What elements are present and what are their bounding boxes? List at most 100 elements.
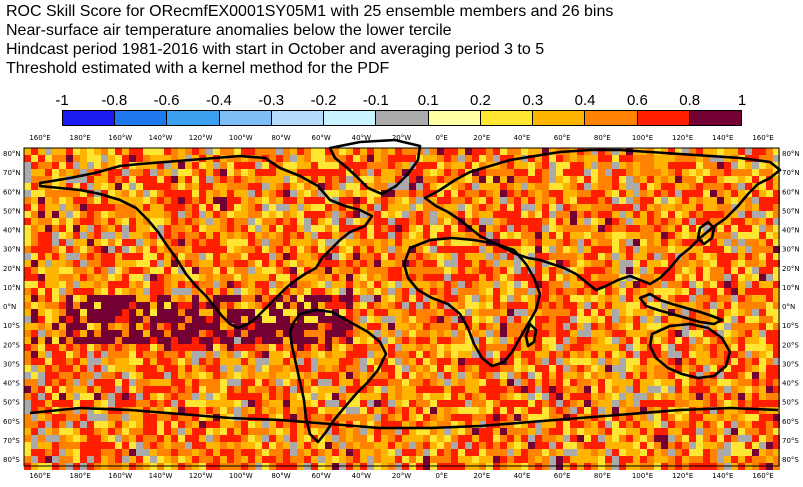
coastlines xyxy=(29,138,782,444)
lat-label-left: 40°S xyxy=(3,380,20,388)
legend-label: 0.3 xyxy=(522,92,544,109)
lon-label-top: 160°W xyxy=(108,134,132,142)
coast-north-america xyxy=(38,154,374,330)
lon-label-bottom: 140°W xyxy=(149,472,173,480)
legend-swatch xyxy=(533,111,586,125)
lat-label-right: 50°N xyxy=(782,207,800,215)
lat-label-right: 60°S xyxy=(782,418,799,426)
legend-label: -0.6 xyxy=(153,92,180,109)
legend-label: 0.8 xyxy=(679,92,701,109)
lat-label-right: 80°N xyxy=(782,150,800,158)
lat-label-left: 20°N xyxy=(3,265,21,273)
lat-label-right: 50°S xyxy=(782,399,799,407)
lat-label-right: 10°N xyxy=(782,284,800,292)
legend-swatch xyxy=(376,111,429,125)
lon-label-bottom: 20°E xyxy=(473,472,490,480)
legend-swatch xyxy=(689,111,742,125)
legend-swatch xyxy=(585,111,638,125)
lat-label-right: 20°S xyxy=(782,341,799,349)
legend-label: 1 xyxy=(737,92,747,109)
lat-label-right: 40°S xyxy=(782,380,799,388)
legend-label: -0.8 xyxy=(101,92,128,109)
colorbar xyxy=(62,110,742,126)
skill-field xyxy=(24,148,780,470)
lon-label-bottom: 40°E xyxy=(514,472,531,480)
legend-label: 0.6 xyxy=(626,92,648,109)
lat-label-left: 10°S xyxy=(3,322,20,330)
lat-label-right: 40°N xyxy=(782,227,800,235)
lat-label-right: 0°N xyxy=(782,303,795,311)
lat-label-left: 10°N xyxy=(3,284,21,292)
legend-label: -0.1 xyxy=(362,92,389,109)
coast-greenland xyxy=(328,138,422,196)
lat-label-left: 70°N xyxy=(3,169,21,177)
lon-label-top: 20°W xyxy=(392,134,411,142)
lon-label-bottom: 80°W xyxy=(271,472,290,480)
legend-labels: -1 -0.8 -0.6 -0.4 -0.3 -0.2 -0.1 0.1 0.2 0.3 0.4 0.… xyxy=(0,92,803,112)
lat-label-left: 40°N xyxy=(3,227,21,235)
lon-label-bottom: 20°W xyxy=(392,472,411,480)
lon-label-top: 100°W xyxy=(229,134,253,142)
lon-label-top: 160°E xyxy=(752,134,773,142)
lon-label-top: 180°E xyxy=(70,134,91,142)
lon-label-top: 80°E xyxy=(594,134,611,142)
lat-label-left: 30°N xyxy=(3,246,21,254)
coast-japan xyxy=(696,220,716,246)
legend-swatch xyxy=(637,111,690,125)
legend-swatch xyxy=(167,111,220,125)
lat-label-right: 10°S xyxy=(782,322,799,330)
lat-label-left: 70°S xyxy=(3,437,20,445)
coast-south-america xyxy=(288,308,388,444)
lat-label-left: 50°N xyxy=(3,207,21,215)
legend-swatch xyxy=(115,111,168,125)
lon-label-bottom: 0°E xyxy=(435,472,447,480)
lat-label-right: 30°N xyxy=(782,246,800,254)
legend-swatch xyxy=(480,111,534,125)
legend-swatch xyxy=(219,111,272,125)
lon-label-bottom: 40°W xyxy=(352,472,371,480)
lon-label-bottom: 160°E xyxy=(752,472,773,480)
lon-label-top: 20°E xyxy=(473,134,490,142)
coast-madagascar xyxy=(524,322,538,348)
lat-label-right: 80°S xyxy=(782,456,799,464)
lat-label-left: 80°S xyxy=(3,456,20,464)
lon-label-bottom: 100°E xyxy=(632,472,653,480)
coast-australia xyxy=(648,322,732,380)
lon-label-top: 60°E xyxy=(554,134,571,142)
lon-label-top: 140°W xyxy=(149,134,173,142)
lat-label-left: 50°S xyxy=(3,399,20,407)
lon-label-top: 140°E xyxy=(712,134,733,142)
coast-europe-asia xyxy=(423,148,782,292)
legend-label: 0.1 xyxy=(417,92,439,109)
legend-swatch xyxy=(428,111,481,125)
lon-label-top: 60°W xyxy=(311,134,330,142)
lon-label-top: 0°E xyxy=(435,134,447,142)
lat-label-left: 60°S xyxy=(3,418,20,426)
title-line-1: ROC Skill Score for ORecmfEX0001SY05M1 w… xyxy=(6,3,614,20)
lat-label-right: 70°N xyxy=(782,169,800,177)
coast-maritime-se-asia xyxy=(638,292,724,326)
legend-label: 0.4 xyxy=(574,92,596,109)
lon-label-top: 120°E xyxy=(672,134,693,142)
legend-label: 0.2 xyxy=(470,92,491,109)
lon-label-bottom: 160°E xyxy=(29,472,50,480)
title-line-4: Threshold estimated with a kernel method… xyxy=(6,60,390,77)
lat-label-right: 60°N xyxy=(782,188,800,196)
lat-label-left: 30°S xyxy=(3,360,20,368)
lat-label-right: 30°S xyxy=(782,360,799,368)
lat-label-right: 70°S xyxy=(782,437,799,445)
axis-ticks: 160°E 160°E 180°E 180°E 160°W 160°W 140°W 140°W… xyxy=(3,134,800,480)
coast-antarctica xyxy=(29,406,779,430)
title-line-3: Hindcast period 1981-2016 with start in … xyxy=(6,41,545,58)
legend-label: -0.2 xyxy=(310,92,337,109)
legend-label: -0.4 xyxy=(205,92,232,109)
lon-label-bottom: 80°E xyxy=(594,472,611,480)
lat-label-left: 0°N xyxy=(3,303,16,311)
legend-label: -0.3 xyxy=(258,92,285,109)
lon-label-bottom: 120°W xyxy=(189,472,213,480)
skill-map: 160°E 160°E 180°E 180°E 160°W 160°W 140°W 140°W… xyxy=(3,134,800,480)
lon-label-bottom: 180°E xyxy=(70,472,91,480)
legend-swatch xyxy=(271,111,325,125)
lon-label-bottom: 120°E xyxy=(672,472,693,480)
